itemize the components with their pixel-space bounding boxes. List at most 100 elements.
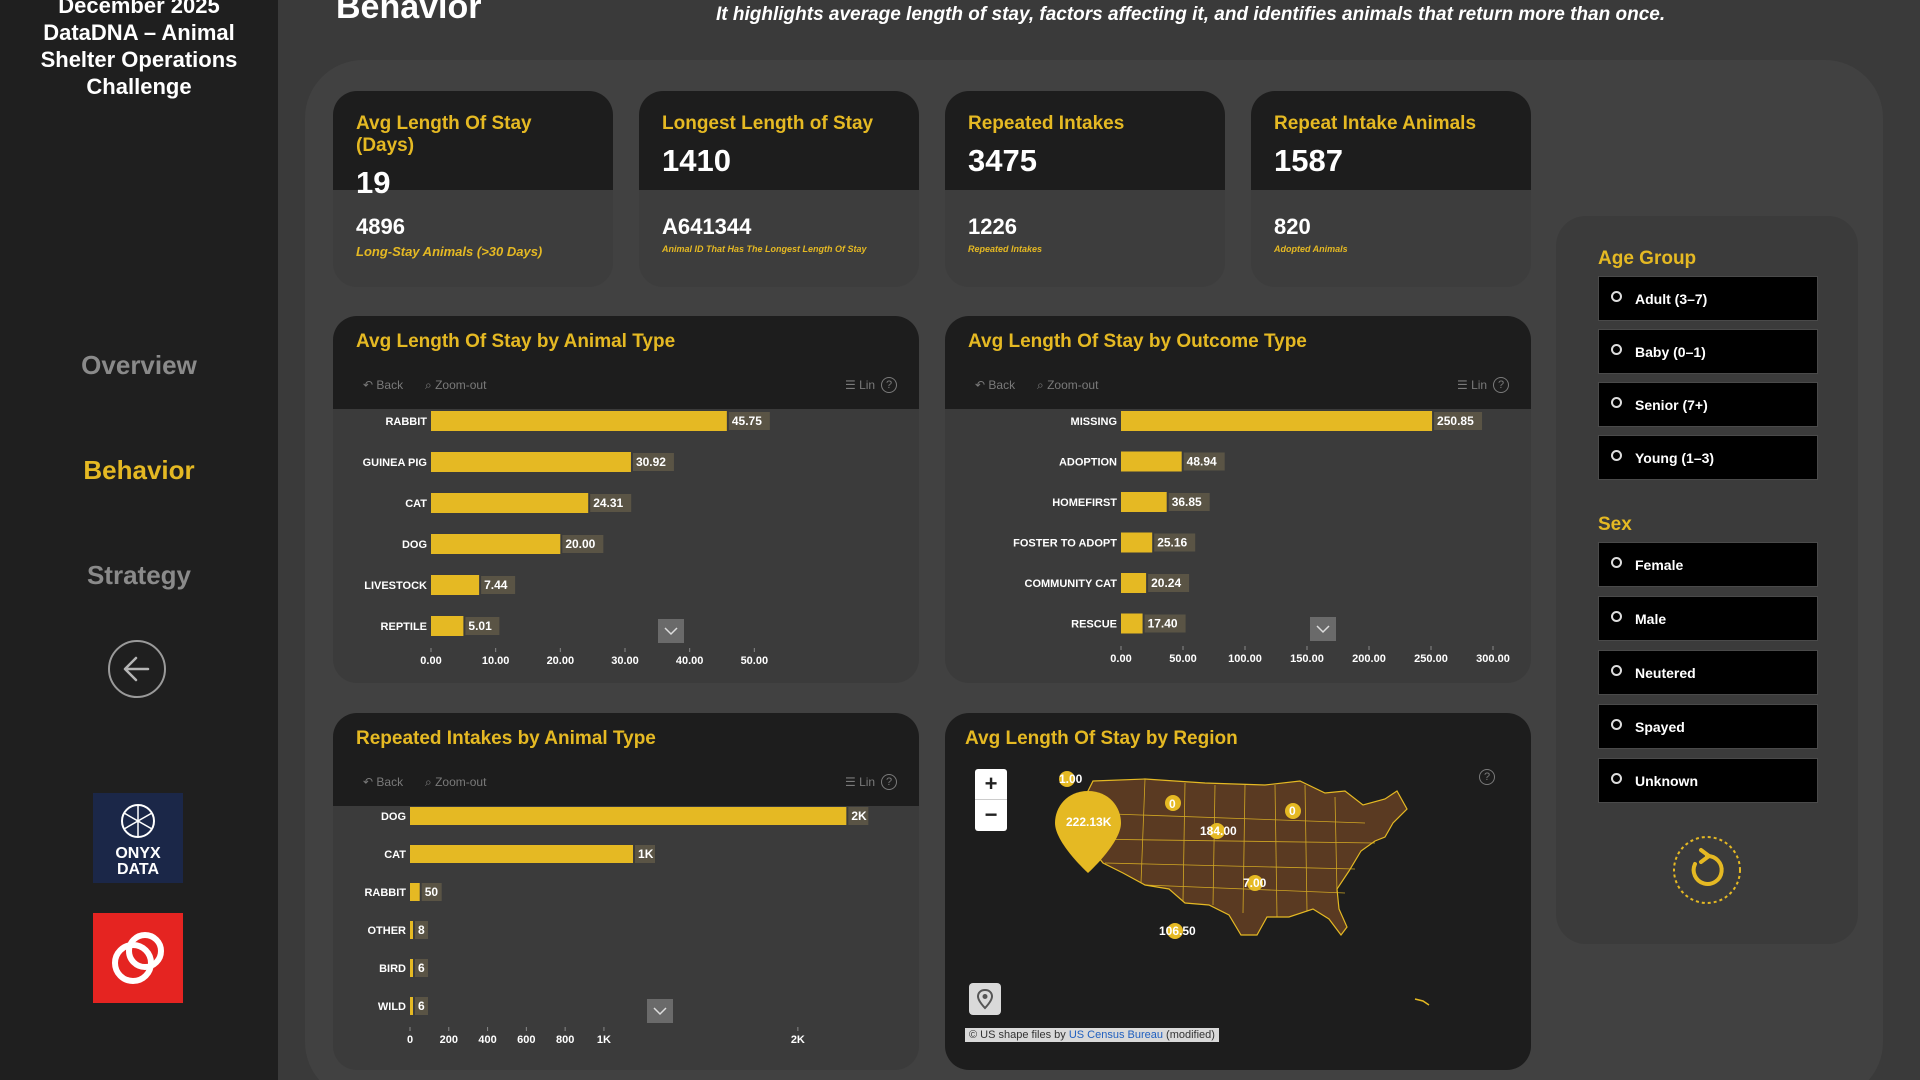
back-button[interactable]: ↶ Back [363, 378, 404, 392]
map-pin-button[interactable] [969, 983, 1001, 1015]
category-label: CAT [405, 498, 427, 510]
kpi-label: Avg Length Of Stay (Days) [356, 113, 532, 156]
bar [431, 411, 727, 431]
linear-scale-button[interactable]: ☰ Lin [845, 378, 876, 392]
back-label: Back [988, 378, 1016, 392]
filter-label: Adult (3–7) [1635, 291, 1708, 307]
category-label: BIRD [379, 963, 406, 975]
tick-label: 400 [478, 1034, 496, 1046]
category-label: RABBIT [364, 887, 406, 899]
data-text: DATA [116, 861, 160, 878]
data-label: 25.16 [1157, 536, 1187, 550]
zoom-out-button[interactable]: ⌕ Zoom-out [1037, 378, 1099, 392]
filter-sex-neutered[interactable]: Neutered [1598, 650, 1818, 695]
filter-label: Young (1–3) [1635, 450, 1715, 466]
filter-age-young[interactable]: Young (1–3) [1598, 435, 1818, 480]
tick-label: 50.00 [741, 655, 769, 667]
kpi-sub-value: A641344 [662, 214, 752, 239]
data-label: 6 [418, 999, 425, 1013]
tick-label: 50.00 [1169, 653, 1197, 665]
nav-strategy[interactable]: Strategy [86, 560, 192, 590]
tick-label: 40.00 [676, 655, 704, 667]
bar [431, 575, 480, 595]
nav-behavior[interactable]: Behavior [83, 455, 195, 485]
tick-label: 10.00 [482, 655, 510, 667]
map-label: 0 [1289, 804, 1296, 818]
reset-filters-button[interactable] [1671, 834, 1743, 906]
us-map[interactable]: 1.00 222.13K 0 184.00 0 7.00 106.50 [945, 713, 1531, 1070]
sidebar: December 2025 DataDNA – Animal Shelter O… [0, 0, 278, 1080]
data-label: 6 [418, 961, 425, 975]
data-label: 36.85 [1172, 495, 1202, 509]
category-label: LIVESTOCK [364, 580, 427, 592]
page-subtitle: It highlights average length of stay, fa… [716, 4, 1666, 25]
map-pin-icon [976, 988, 994, 1010]
map-label: 1.00 [1059, 772, 1083, 786]
chart-title: Repeated Intakes by Animal Type [356, 728, 656, 749]
help-icon[interactable]: ? [1479, 769, 1495, 785]
chart-toolbar: ↶ Back ⌕ Zoom-out ☰ Lin ? [363, 774, 897, 795]
linear-scale-button[interactable]: ☰ Lin [1457, 378, 1488, 392]
zoom-out-button[interactable]: ⌕ Zoom-out [425, 775, 487, 789]
data-label-bg [415, 959, 428, 977]
data-label: 48.94 [1187, 455, 1217, 469]
category-label: RESCUE [1071, 619, 1117, 631]
onyx-data-logo: ONYX DATA [93, 793, 183, 883]
category-label: HOMEFIRST [1052, 497, 1117, 509]
kpi-sub-value: 4896 [356, 214, 405, 239]
zoom-out-button[interactable]: ⌕ Zoom-out [425, 378, 487, 392]
data-label: 5.01 [468, 619, 492, 633]
map-marker [1285, 803, 1301, 819]
filter-age-baby[interactable]: Baby (0–1) [1598, 329, 1818, 374]
data-label-bg [848, 807, 869, 825]
kpi-sub-label: Long-Stay Animals (>30 Days) [356, 244, 543, 259]
tick-label: 1K [597, 1034, 611, 1046]
filter-sex-female[interactable]: Female [1598, 542, 1818, 587]
nav-overview[interactable]: Overview [81, 350, 197, 380]
filter-sex-spayed[interactable]: Spayed [1598, 704, 1818, 749]
zoom-out-label: Zoom-out [435, 775, 487, 789]
census-bureau-link[interactable]: US Census Bureau [1068, 1029, 1163, 1041]
lin-label: Lin [1471, 378, 1488, 392]
back-button[interactable] [108, 640, 166, 698]
tick-label: 30.00 [611, 655, 639, 667]
zoom-in-button[interactable]: + [975, 769, 1007, 800]
tick-label: 150.00 [1290, 653, 1324, 665]
challenge-title-line: December 2025 [58, 0, 220, 18]
data-label-bg [465, 617, 500, 635]
category-label: COMMUNITY CAT [1025, 578, 1118, 590]
back-label: Back [376, 775, 404, 789]
kpi-label: Repeat Intake Animals [1274, 113, 1477, 134]
data-label: 250.85 [1437, 414, 1474, 428]
kpi-repeated-intakes: Repeated Intakes 3475 1226 Repeated Inta… [945, 91, 1225, 287]
help-icon[interactable]: ? [881, 774, 897, 790]
filter-label: Neutered [1635, 665, 1696, 681]
map-marker [1247, 875, 1263, 891]
filter-sex-unknown[interactable]: Unknown [1598, 758, 1818, 803]
help-icon[interactable]: ? [1493, 377, 1509, 393]
filter-sex-male[interactable]: Male [1598, 596, 1818, 641]
challenge-title: December 2025 DataDNA – Animal Shelter O… [0, 0, 278, 100]
chart-toolbar: ↶ Back ⌕ Zoom-out ☰ Lin ? [363, 377, 897, 398]
filter-age-adult[interactable]: Adult (3–7) [1598, 276, 1818, 321]
map-label: 222.13K [1066, 815, 1112, 829]
zoom-out-button[interactable]: − [984, 802, 998, 827]
filter-age-senior[interactable]: Senior (7+) [1598, 382, 1818, 427]
back-button[interactable]: ↶ Back [975, 378, 1016, 392]
linear-scale-button[interactable]: ☰ Lin [845, 775, 876, 789]
kpi-repeat-intake-animals: Repeat Intake Animals 1587 820 Adopted A… [1251, 91, 1531, 287]
category-label: WILD [378, 1001, 406, 1013]
data-label: 8 [418, 923, 425, 937]
help-icon[interactable]: ? [881, 377, 897, 393]
radio-icon [1611, 611, 1622, 622]
map-los-by-region: Avg Length Of Stay by Region [945, 713, 1531, 1070]
radio-icon [1611, 773, 1622, 784]
kpi-sub-value: 820 [1274, 214, 1311, 239]
data-label: 50 [425, 885, 439, 899]
filter-label: Male [1635, 611, 1667, 627]
data-label: 7.44 [484, 578, 508, 592]
map-title: Avg Length Of Stay by Region [965, 728, 1238, 749]
back-button[interactable]: ↶ Back [363, 775, 404, 789]
kpi-value: 3475 [968, 143, 1037, 178]
radio-icon [1611, 557, 1622, 568]
